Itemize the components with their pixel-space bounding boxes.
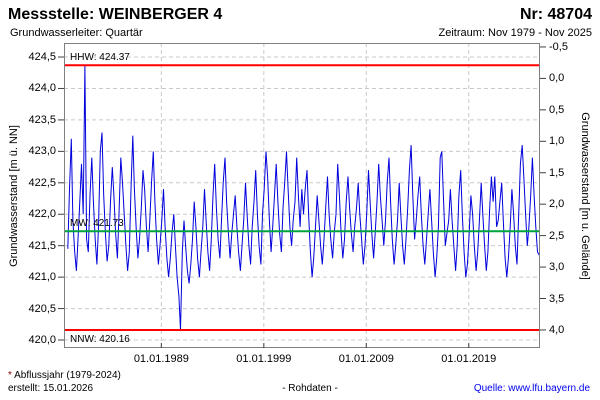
y-left-tick-label: 421,0 <box>28 271 56 284</box>
y-right-tick-label: 2,0 <box>549 198 565 211</box>
y-left-tick-label: 424,0 <box>28 82 56 95</box>
footnote: * Abflussjahr (1979-2024) <box>8 370 121 381</box>
y-right-tick-label: 0,5 <box>549 103 565 116</box>
raw-data-label: - Rohdaten - <box>282 383 338 394</box>
y-left-tick-label: 423,5 <box>28 113 56 126</box>
y-right-tick-label: 3,5 <box>549 292 565 305</box>
source-link[interactable]: Quelle: www.lfu.bayern.de <box>473 383 590 394</box>
groundwater-series-line <box>67 65 540 331</box>
footnote-asterisk: * <box>8 370 12 381</box>
x-tick-label: 01.01.1989 <box>133 353 189 365</box>
y-left-tick-label: 422,5 <box>28 176 56 189</box>
y-left-tick-label: 420,5 <box>28 302 56 315</box>
y-axis-title-left: Grundwasserstand [m ü. NN] <box>8 125 20 267</box>
y-left-tick-label: 420,0 <box>28 334 56 346</box>
period-label: Zeitraum: Nov 1979 - Nov 2025 <box>438 27 592 39</box>
y-right-tick-label: 1,0 <box>549 135 565 148</box>
y-right-tick-label: 3,0 <box>549 261 565 274</box>
y-right-tick-label: -0,5 <box>549 40 568 53</box>
x-tick-label: 01.01.2009 <box>338 353 394 365</box>
groundwater-chart <box>58 43 546 348</box>
aquifer-label: Grundwasserleiter: Quartär <box>10 27 143 39</box>
created-date-label: erstellt: 15.01.2026 <box>8 383 94 394</box>
page-title: Messstelle: WEINBERGER 4 <box>8 6 223 23</box>
plot-border <box>64 43 540 348</box>
plot-area <box>58 43 546 348</box>
y-axis-title-right: Grundwasserstand [m u. Gelände] <box>579 112 591 280</box>
y-left-tick-label: 421,5 <box>28 239 56 252</box>
y-left-tick-label: 424,5 <box>28 51 56 64</box>
x-tick-label: 01.01.1999 <box>236 353 292 365</box>
y-left-tick-label: 422,0 <box>28 208 56 221</box>
footnote-text: Abflussjahr (1979-2024) <box>11 370 121 381</box>
y-right-tick-label: 4,0 <box>549 323 565 336</box>
x-tick-label: 01.01.2019 <box>441 353 497 365</box>
y-right-tick-label: 0,0 <box>549 72 565 85</box>
y-right-tick-label: 1,5 <box>549 166 565 179</box>
y-left-tick-label: 423,0 <box>28 145 56 158</box>
station-number: Nr: 48704 <box>519 6 592 23</box>
y-right-tick-label: 2,5 <box>549 229 565 242</box>
